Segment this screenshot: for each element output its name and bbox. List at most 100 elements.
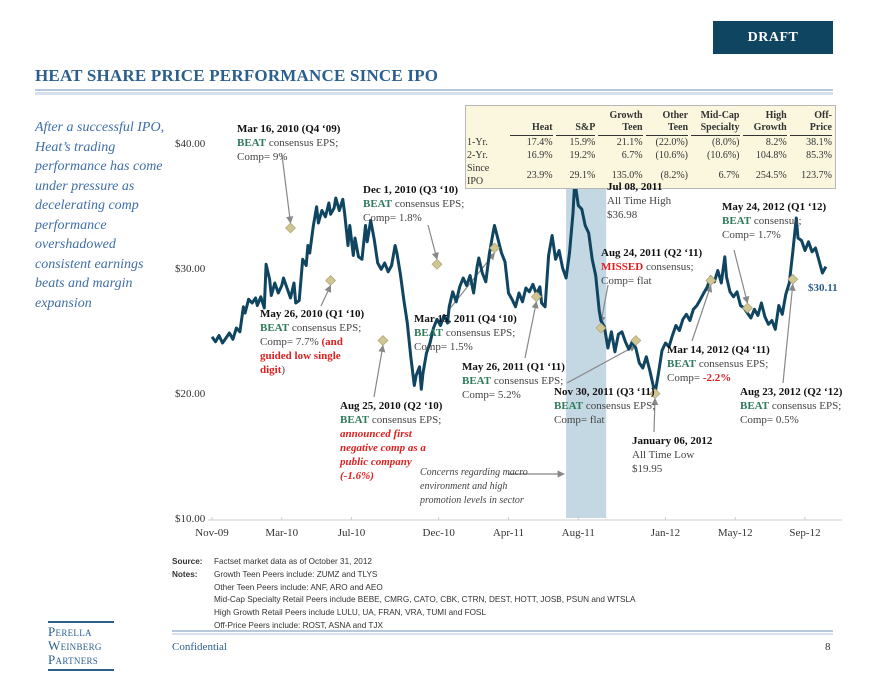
y-tick-label: $10.00 bbox=[175, 513, 206, 525]
annotation-warning: announced first bbox=[340, 428, 412, 440]
event-marker-diamond bbox=[705, 275, 717, 286]
event-marker-diamond bbox=[595, 322, 607, 334]
title-divider-light bbox=[35, 92, 833, 95]
table-cell: 135.0% bbox=[611, 169, 643, 181]
table-cell: (10.6%) bbox=[655, 150, 689, 161]
beat-label: BEAT bbox=[363, 198, 393, 210]
note-item: Mid-Cap Specialty Retail Peers include B… bbox=[214, 595, 636, 605]
annotation-date: January 06, 2012 bbox=[632, 435, 713, 447]
table-row: Since IPO 23.9% 29.1% 135.0% (8.2%) 6.7% 254.5… bbox=[466, 162, 836, 189]
annotation-date: Mar 16, 2010 (Q4 ‘09) bbox=[237, 123, 341, 135]
table-cell: 6.7% bbox=[621, 150, 643, 161]
annotation-date: May 24, 2012 (Q1 ‘12) bbox=[722, 201, 827, 213]
annotation-text: consensus EPS; bbox=[443, 327, 516, 339]
macro-concern-shaded-region bbox=[566, 180, 607, 518]
annotation-arrow bbox=[691, 284, 713, 342]
annotation-mar16-2010: Mar 16, 2010 (Q4 ‘09) BEAT consensus EPS… bbox=[237, 122, 340, 164]
annotation-may26-2010: May 26, 2010 (Q1 ‘10) BEAT consensus EPS… bbox=[260, 307, 364, 377]
annotation-aug24-2011: Aug 24, 2011 (Q2 ‘11) MISSED consensus; … bbox=[601, 246, 702, 288]
annotation-date: Nov 30, 2011 (Q3 ‘11) bbox=[554, 386, 655, 398]
annotation-comp: Comp= 5.2% bbox=[462, 389, 521, 401]
event-marker-diamond bbox=[489, 242, 500, 254]
beat-label: BEAT bbox=[462, 375, 492, 387]
annotation-text: consensus EPS; bbox=[392, 198, 465, 210]
table-header-sp: S&P bbox=[555, 106, 599, 136]
annotation-date: Mar 15, 2011 (Q4 ‘10) bbox=[414, 313, 517, 325]
table-header-growth-teen: Growth Teen bbox=[598, 106, 645, 136]
annotation-text: consensus EPS; bbox=[769, 400, 842, 412]
annotation-negative-comp: -2.2% bbox=[702, 372, 732, 384]
annotation-arrow bbox=[598, 284, 609, 324]
table-cell: 123.7% bbox=[801, 169, 832, 181]
source-text: Factset market data as of October 31, 20… bbox=[214, 557, 372, 566]
y-tick-label: $30.00 bbox=[175, 263, 206, 275]
notes-label: Notes: bbox=[172, 569, 198, 579]
event-marker-diamond bbox=[325, 275, 337, 286]
annotation-dec1-2010: Dec 1, 2010 (Q3 ‘10) BEAT consensus EPS;… bbox=[363, 183, 464, 225]
annotation-text: consensus EPS; bbox=[696, 358, 769, 370]
macro-concern-note: Concerns regarding macro environment and… bbox=[420, 466, 528, 508]
y-axis: $40.00 $30.00 $20.00 $10.00 bbox=[175, 138, 206, 525]
note-item: High Growth Retail Peers include LULU, U… bbox=[214, 608, 486, 618]
beat-label: BEAT bbox=[740, 400, 770, 412]
annotation-arrow bbox=[733, 249, 750, 304]
beat-label: BEAT bbox=[667, 358, 697, 370]
x-tick-label: Sep-12 bbox=[789, 527, 820, 539]
table-header-row: Heat S&P Growth Teen Other Teen Mid-Cap Spe… bbox=[466, 106, 836, 137]
x-tick-label: Nov-09 bbox=[195, 527, 229, 539]
table-cell: 104.8% bbox=[755, 150, 787, 161]
x-tick-label: Dec-10 bbox=[423, 527, 456, 539]
x-tick-label: Apr-11 bbox=[493, 527, 524, 539]
annotation-arrow bbox=[281, 154, 294, 224]
chart-canvas: $40.00 $30.00 $20.00 $10.00 Nov-09 Mar-10 Jul… bbox=[175, 138, 842, 539]
table-cell: (22.0%) bbox=[655, 137, 689, 148]
table-cell: (8.2%) bbox=[660, 169, 689, 181]
annotation-nov30-2011: Nov 30, 2011 (Q3 ‘11) BEAT consensus EPS… bbox=[554, 385, 655, 427]
table-header-mid-cap: Mid-Cap Specialty bbox=[691, 106, 742, 136]
macro-note-line: environment and high bbox=[420, 481, 508, 492]
annotation-date: Dec 1, 2010 (Q3 ‘10) bbox=[363, 184, 459, 196]
annotation-text: consensus EPS; bbox=[583, 400, 656, 412]
table-cell: 19.2% bbox=[569, 150, 596, 161]
annotation-comp: Comp= 0.5% bbox=[740, 414, 799, 426]
annotation-arrow bbox=[524, 301, 539, 359]
table-header-blank bbox=[466, 106, 511, 137]
table-header-off-price: Off- Price bbox=[789, 106, 836, 136]
y-tick-label: $20.00 bbox=[175, 388, 206, 400]
annotation-arrow bbox=[373, 344, 386, 398]
page-title: HEAT SHARE PRICE PERFORMANCE SINCE IPO bbox=[35, 66, 439, 85]
table-cell: 8.2% bbox=[765, 137, 787, 148]
x-tick-label: Aug-11 bbox=[562, 527, 595, 539]
annotation-warning: public company bbox=[340, 456, 412, 468]
annotation-arrow bbox=[320, 284, 332, 307]
beat-label: BEAT bbox=[237, 137, 267, 149]
annotation-comp: Comp= 1.8% bbox=[363, 212, 422, 224]
logo-line: Weinberg bbox=[48, 638, 102, 653]
annotation-comp: Comp= 1.7% bbox=[722, 229, 781, 241]
draft-badge: DRAFT bbox=[713, 21, 833, 54]
annotation-text: consensus; bbox=[751, 215, 802, 227]
annotation-text: consensus EPS; bbox=[369, 414, 442, 426]
event-marker-diamond bbox=[377, 335, 389, 346]
event-marker-diamond bbox=[431, 258, 443, 270]
annotation-guidance: guided low single bbox=[260, 350, 341, 362]
event-markers bbox=[285, 175, 799, 400]
table-cell: 23.9% bbox=[526, 169, 553, 181]
x-tick-label: May-12 bbox=[718, 527, 753, 539]
annotation-arrow bbox=[782, 283, 796, 384]
beat-label: BEAT bbox=[722, 215, 752, 227]
table-cell: (10.6%) bbox=[707, 150, 740, 161]
sidebar-commentary: After a successful IPO, Heat’s trading p… bbox=[35, 120, 165, 311]
annotation-text: consensus; bbox=[643, 261, 694, 273]
table-cell: 29.1% bbox=[569, 169, 596, 181]
macro-note-line: promotion levels in sector bbox=[420, 495, 524, 506]
table-row: 1-Yr. 17.4% 15.9% 21.1% (22.0%) (8.0%) 8.2% 38.… bbox=[466, 136, 836, 149]
table-cell: 16.9% bbox=[526, 150, 553, 161]
price-series-line bbox=[210, 179, 828, 396]
y-tick-label: $40.00 bbox=[175, 138, 206, 150]
annotation-warning: negative comp as a bbox=[340, 442, 426, 454]
annotation-date: May 26, 2010 (Q1 ‘10) bbox=[260, 308, 365, 320]
annotation-comp: Comp= 1.5% bbox=[414, 341, 473, 353]
beat-label: BEAT bbox=[340, 414, 370, 426]
event-marker-diamond bbox=[787, 273, 799, 285]
